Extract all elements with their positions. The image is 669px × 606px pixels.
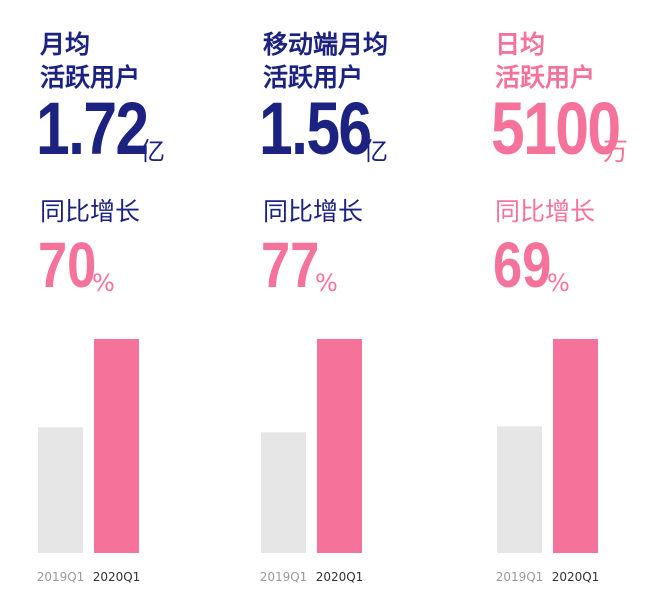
metric-value-number: 1.72 — [36, 87, 149, 170]
growth-value-number: 70 — [38, 229, 97, 301]
growth-label: 同比增长 — [495, 197, 596, 226]
metric-title-line1: 月均 — [40, 30, 91, 59]
growth-value: 70 % — [38, 229, 115, 301]
growth-value-number: 69 — [493, 229, 552, 301]
panel-monthly-active-users: 月均 活跃用户 1.72 亿 同比增长 70 % 2019Q1 2020Q1 — [36, 0, 240, 606]
panel-daily-active-users: 日均 活跃用户 5100 万 同比增长 69 % 2019Q1 2020Q1 — [491, 0, 665, 606]
bar-2019Q1 — [261, 432, 306, 553]
panel-mobile-monthly-active-users: 移动端月均 活跃用户 1.56 亿 同比增长 77 % 2019Q1 2020Q1 — [259, 0, 463, 606]
growth-value-percent: % — [92, 269, 115, 297]
bar-2020Q1 — [94, 339, 139, 553]
bar-2019Q1 — [497, 426, 542, 553]
metric-title-line1: 移动端月均 — [263, 30, 389, 59]
bar-chart: 2019Q1 2020Q1 — [37, 339, 141, 584]
metric-value-number: 1.56 — [259, 87, 372, 170]
x-tick-label: 2019Q1 — [37, 570, 85, 584]
bar-chart: 2019Q1 2020Q1 — [496, 339, 600, 584]
metric-title-line2: 活跃用户 — [263, 63, 364, 92]
x-tick-label: 2019Q1 — [260, 570, 308, 584]
growth-value: 77 % — [261, 229, 338, 301]
bar-2020Q1 — [553, 339, 598, 553]
bar-chart: 2019Q1 2020Q1 — [260, 339, 364, 584]
x-tick-label: 2020Q1 — [93, 570, 141, 584]
metric-title-line2: 活跃用户 — [495, 63, 596, 92]
metric-value-number: 5100 — [491, 87, 621, 170]
metric-value: 1.56 亿 — [259, 92, 395, 166]
bar-2020Q1 — [317, 339, 362, 553]
metric-title-line2: 活跃用户 — [40, 63, 141, 92]
metric-title: 移动端月均 活跃用户 — [263, 28, 388, 94]
metric-value-unit: 万 — [603, 137, 629, 166]
growth-label: 同比增长 — [40, 197, 141, 226]
growth-value-number: 77 — [261, 229, 320, 301]
x-tick-label: 2020Q1 — [552, 570, 600, 584]
x-tick-label: 2019Q1 — [496, 570, 544, 584]
growth-label: 同比增长 — [263, 197, 364, 226]
growth-value-percent: % — [547, 269, 570, 297]
metric-title-line1: 日均 — [495, 30, 546, 59]
metric-value: 5100 万 — [491, 92, 648, 166]
metric-value-unit: 亿 — [140, 137, 166, 166]
metric-value: 1.72 亿 — [36, 92, 172, 166]
x-tick-label: 2020Q1 — [316, 570, 364, 584]
metric-title: 月均 活跃用户 — [40, 28, 140, 94]
growth-value-percent: % — [315, 269, 338, 297]
growth-value: 69 % — [493, 229, 570, 301]
metric-title: 日均 活跃用户 — [495, 28, 595, 94]
bar-2019Q1 — [38, 427, 83, 553]
metric-value-unit: 亿 — [363, 137, 389, 166]
